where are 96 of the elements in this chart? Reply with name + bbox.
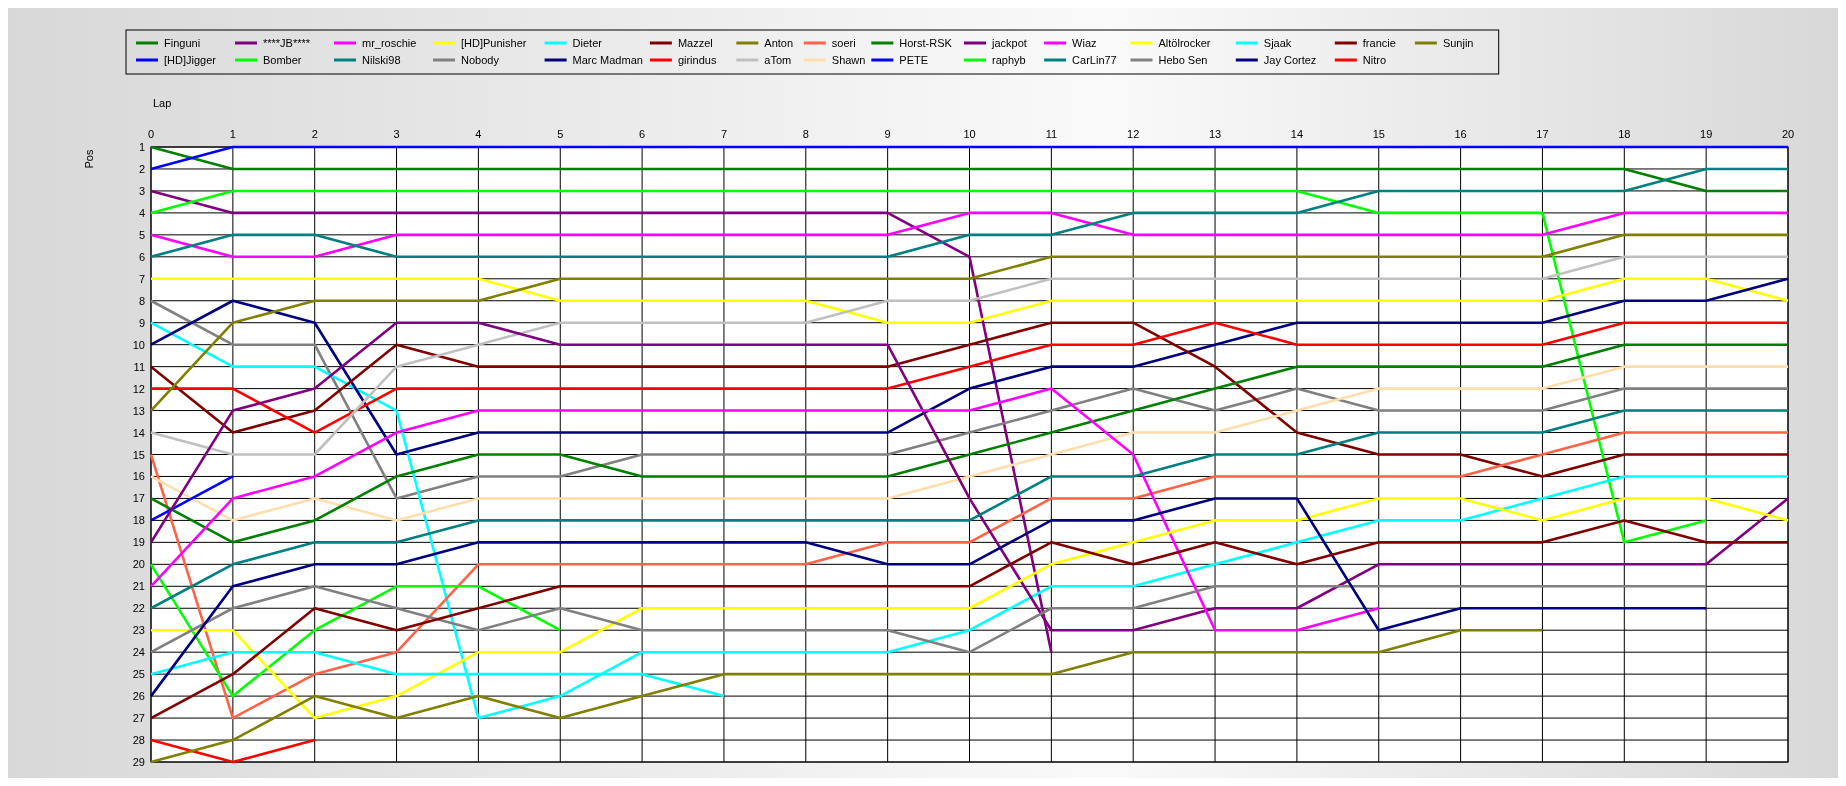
legend-label: Mazzel — [677, 37, 713, 49]
legend-label: jackpot — [991, 37, 1027, 49]
y-tick-label: 22 — [132, 602, 145, 615]
legend-label: Sjaak — [1263, 37, 1292, 49]
y-tick-label: 11 — [133, 360, 145, 373]
y-tick-label: 9 — [138, 316, 145, 329]
legend-label: Shawn — [831, 54, 866, 66]
y-tick-label: 23 — [132, 624, 145, 637]
legend-label: Horst-RSK — [899, 37, 953, 49]
legend-label: girindus — [677, 54, 717, 66]
x-tick-label: 5 — [557, 128, 564, 140]
y-tick-label: 1 — [138, 141, 145, 153]
y-tick-label: 17 — [132, 492, 145, 505]
y-tick-label: 19 — [132, 536, 145, 549]
legend-label: Anton — [764, 37, 794, 49]
x-tick-label: 11 — [1045, 128, 1058, 140]
x-tick-label: 8 — [802, 128, 809, 140]
y-tick-label: 29 — [132, 756, 145, 768]
line-series — [149, 233, 1790, 412]
x-axis-title: Lap — [153, 97, 172, 109]
x-tick-label: 13 — [1208, 128, 1222, 140]
y-tick-label: 21 — [132, 580, 145, 593]
legend-label: Dieter — [572, 37, 603, 49]
x-tick-label: 18 — [1618, 128, 1631, 140]
y-tick-label: 27 — [132, 712, 145, 725]
line-series — [149, 321, 1790, 434]
x-tick-label: 0 — [147, 128, 155, 140]
line-series — [149, 343, 1790, 544]
legend-label: Sunjin — [1442, 37, 1474, 49]
legend-label: CarLin77 — [1072, 54, 1117, 66]
y-tick-label: 28 — [132, 734, 145, 747]
legend-label: Bomber — [263, 54, 302, 66]
legend-label: soeri — [831, 37, 856, 49]
x-tick-label: 10 — [963, 128, 976, 140]
y-tick-label: 15 — [132, 448, 145, 461]
x-tick-label: 15 — [1372, 128, 1385, 140]
line-series — [149, 387, 1381, 632]
y-tick-label: 12 — [132, 382, 145, 395]
x-tick-label: 9 — [884, 128, 891, 140]
x-tick-label: 7 — [720, 128, 728, 140]
legend-label: Finguni — [164, 37, 201, 49]
legend-label: Nilski98 — [362, 54, 401, 66]
x-tick-label: 6 — [639, 128, 646, 140]
y-axis-title: Pos — [83, 149, 95, 169]
x-tick-label: 20 — [1781, 128, 1795, 140]
line-series — [149, 563, 562, 698]
x-tick-label: 1 — [229, 128, 236, 140]
y-tick-label: 5 — [138, 228, 145, 241]
y-tick-label: 10 — [132, 338, 145, 351]
line-series — [149, 431, 1790, 720]
line-series — [149, 321, 1790, 478]
line-series — [149, 628, 1544, 764]
line-series — [149, 365, 1790, 522]
x-tick-label: 4 — [475, 128, 482, 140]
y-tick-label: 16 — [132, 470, 145, 483]
y-tick-label: 14 — [132, 426, 145, 439]
x-tick-label: 19 — [1700, 128, 1713, 140]
legend-label: Wiaz — [1072, 37, 1097, 49]
line-series — [149, 584, 1708, 654]
x-tick-label: 17 — [1536, 128, 1549, 140]
y-tick-label: 13 — [132, 404, 145, 417]
legend-label: mr_roschie — [362, 37, 417, 49]
y-tick-label: 26 — [132, 690, 145, 703]
legend-label: [HD]Punisher — [461, 37, 527, 49]
legend-label: francie — [1362, 37, 1396, 49]
legend-label: Nobody — [461, 54, 500, 66]
y-tick-label: 2 — [138, 162, 145, 175]
x-tick-label: 12 — [1127, 128, 1140, 140]
line-series — [149, 189, 1708, 544]
x-tick-label: 14 — [1290, 128, 1304, 140]
y-tick-label: 6 — [138, 250, 145, 263]
legend-label: Hebo Sen — [1158, 54, 1208, 66]
legend-label: [HD]Jigger — [164, 54, 217, 66]
y-tick-label: 3 — [138, 184, 145, 197]
x-tick-label: 2 — [311, 128, 318, 140]
legend-label: Nitro — [1362, 54, 1387, 66]
x-tick-label: 16 — [1454, 128, 1467, 140]
legend-label: Altölrocker — [1158, 37, 1211, 49]
x-tick-label: 3 — [393, 128, 400, 140]
line-series — [149, 167, 1790, 259]
legend-label: raphyb — [992, 54, 1026, 66]
legend-label: ****JB**** — [263, 37, 311, 49]
legend-label: Marc Madman — [572, 54, 643, 66]
y-tick-label: 18 — [132, 514, 145, 527]
line-series — [149, 409, 1790, 610]
y-tick-label: 25 — [132, 668, 145, 681]
line-series — [149, 321, 1790, 720]
y-tick-label: 20 — [132, 558, 145, 571]
y-tick-label: 7 — [138, 272, 145, 285]
y-tick-label: 8 — [138, 294, 145, 307]
legend-label: Jay Cortez — [1263, 54, 1317, 66]
legend-label: PETE — [899, 54, 929, 66]
y-tick-label: 24 — [132, 646, 145, 659]
legend-label: aTom — [764, 54, 792, 66]
y-tick-label: 4 — [138, 206, 145, 219]
line-series — [149, 299, 1790, 500]
